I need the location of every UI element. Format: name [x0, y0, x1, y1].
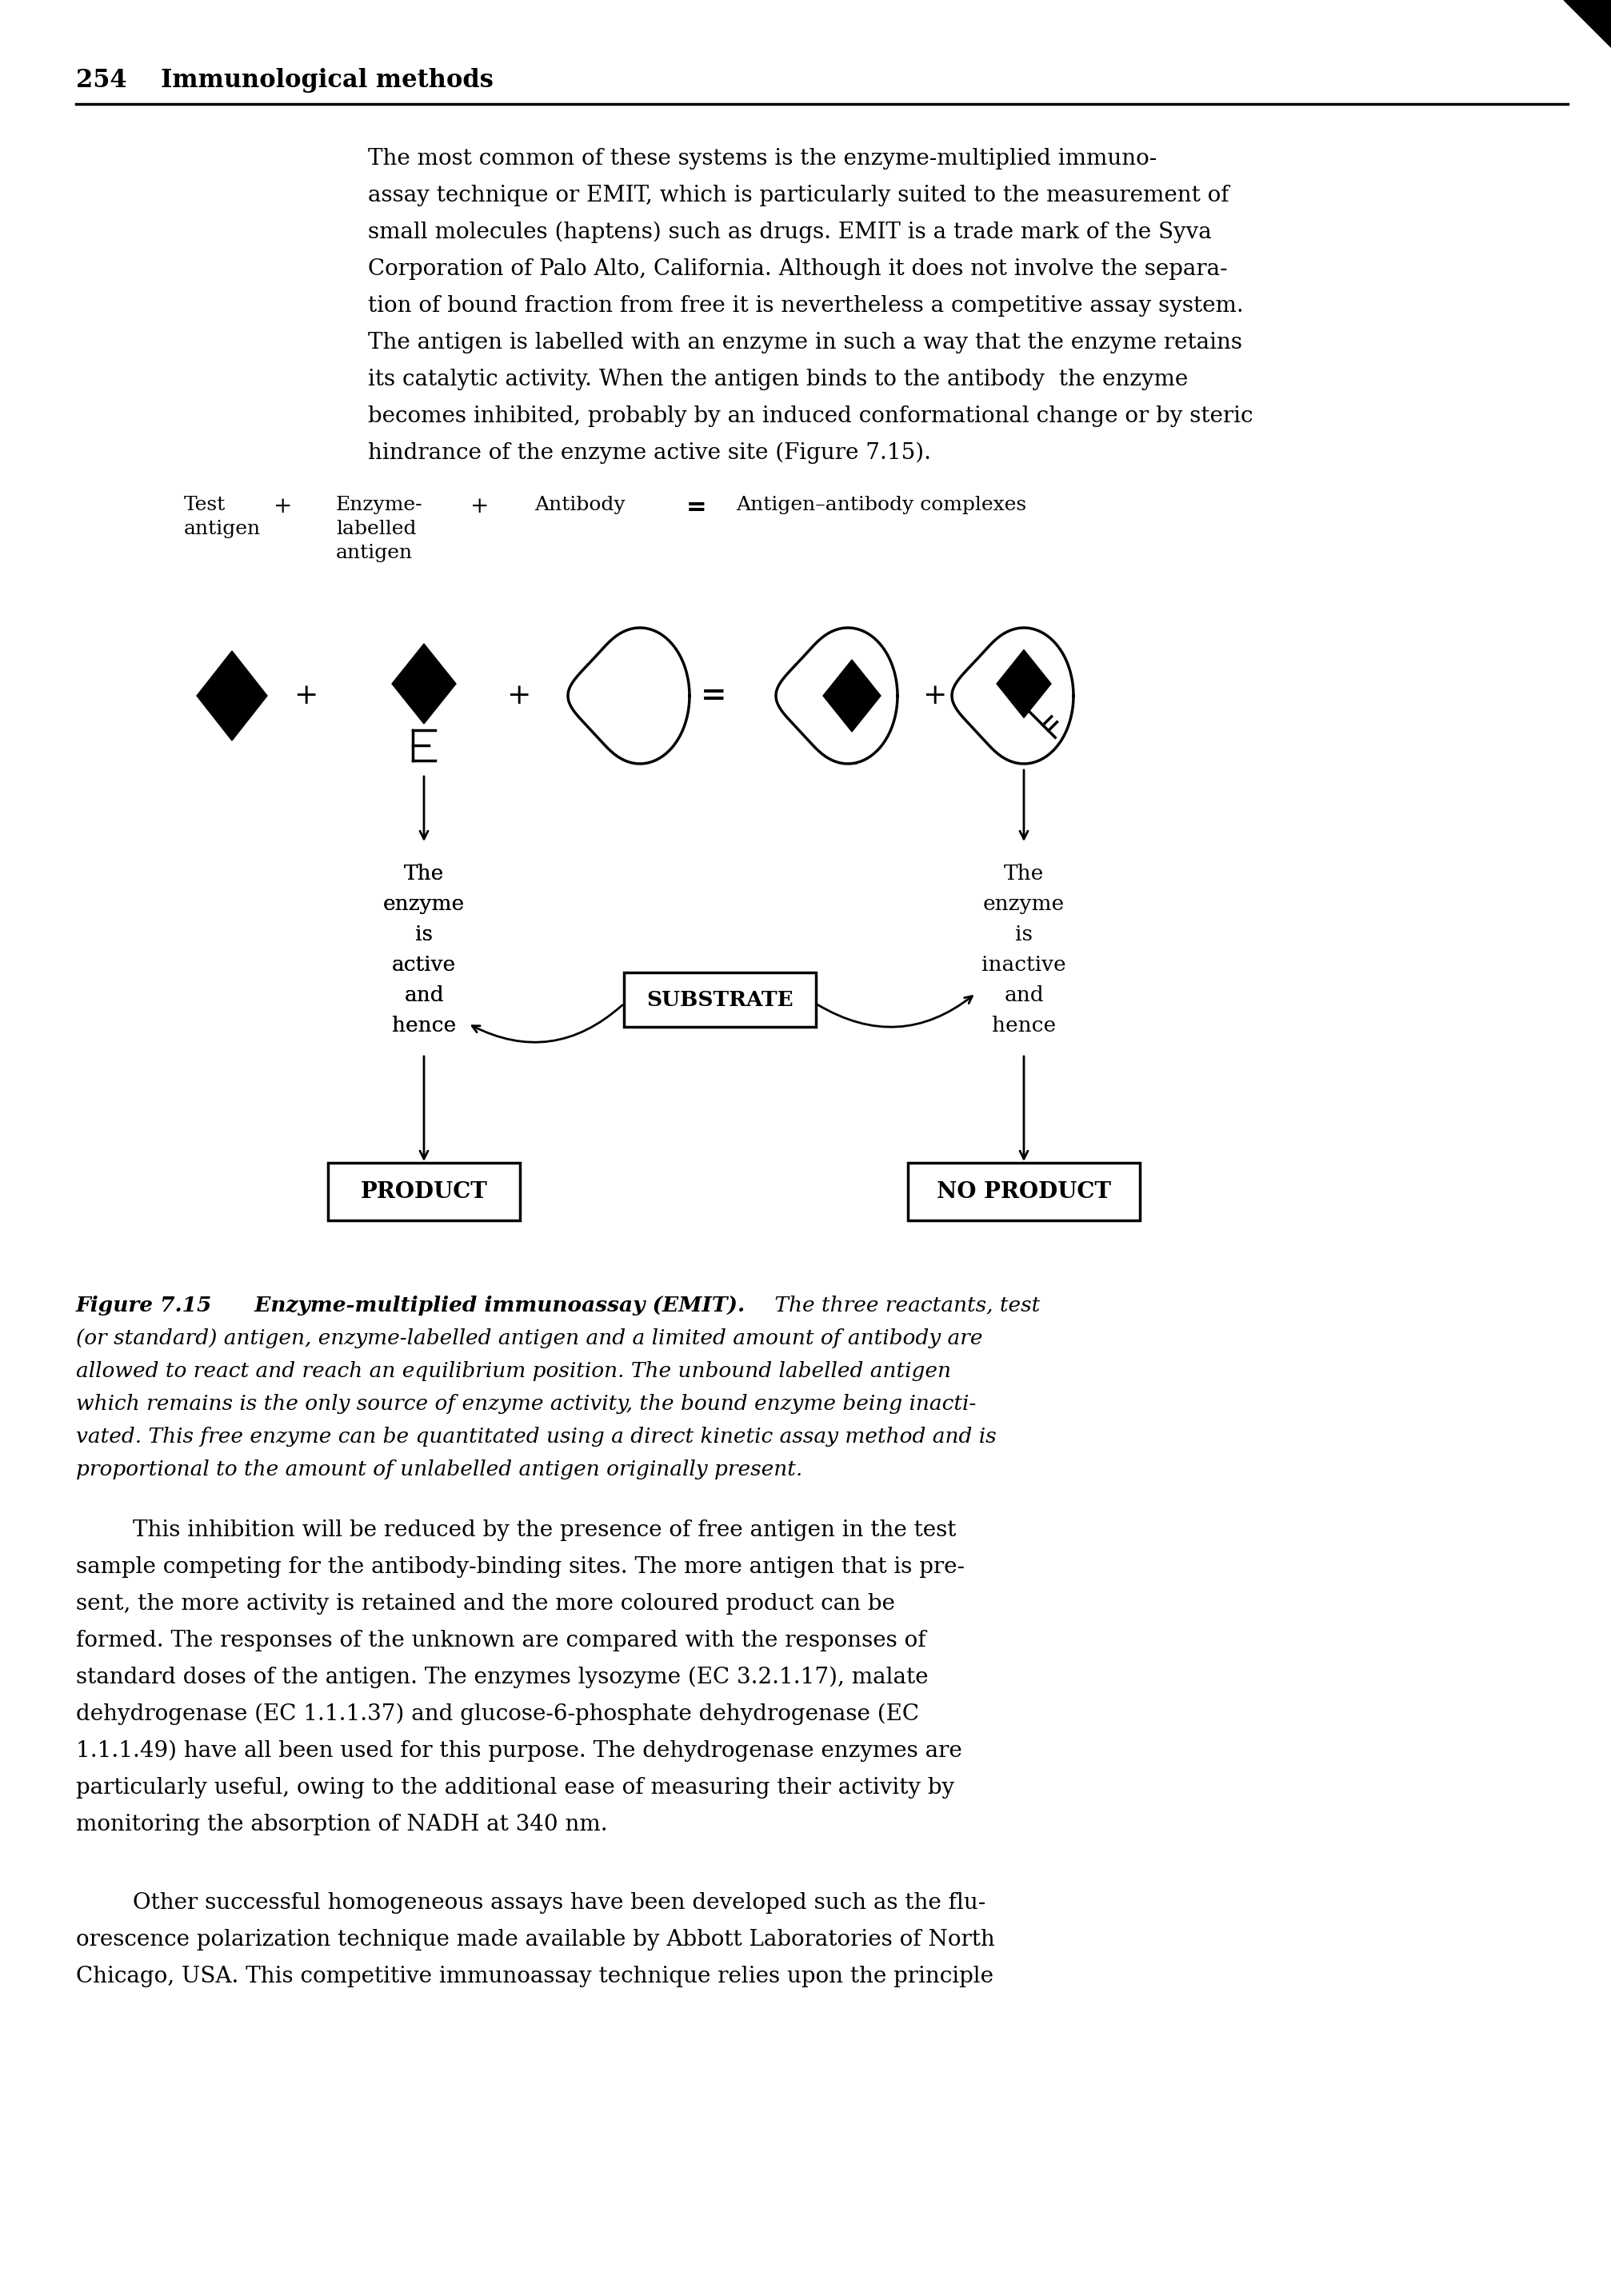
- Bar: [623, 974, 815, 1026]
- Text: Antibody: Antibody: [535, 496, 625, 514]
- Text: monitoring the absorption of NADH at 340 nm.: monitoring the absorption of NADH at 340…: [76, 1814, 607, 1835]
- Polygon shape: [197, 652, 267, 742]
- Text: and: and: [404, 985, 443, 1006]
- Text: which remains is the only source of enzyme activity, the bound enzyme being inac: which remains is the only source of enzy…: [76, 1394, 976, 1414]
- Text: becomes inhibited, probably by an induced conformational change or by steric: becomes inhibited, probably by an induce…: [367, 406, 1252, 427]
- Text: Enzyme-multiplied immunoassay (EMIT).: Enzyme-multiplied immunoassay (EMIT).: [240, 1295, 744, 1316]
- Text: sample competing for the antibody-binding sites. The more antigen that is pre-: sample competing for the antibody-bindin…: [76, 1557, 965, 1577]
- Text: Figure 7.15: Figure 7.15: [76, 1295, 213, 1316]
- Text: 254    Immunological methods: 254 Immunological methods: [76, 69, 493, 92]
- Text: labelled: labelled: [335, 519, 416, 537]
- Text: dehydrogenase (EC 1.1.1.37) and glucose-6-phosphate dehydrogenase (EC: dehydrogenase (EC 1.1.1.37) and glucose-…: [76, 1704, 918, 1724]
- Text: small molecules (haptens) such as drugs. EMIT is a trade mark of the Syva: small molecules (haptens) such as drugs.…: [367, 220, 1211, 243]
- Text: particularly useful, owing to the additional ease of measuring their activity by: particularly useful, owing to the additi…: [76, 1777, 954, 1798]
- Text: The three reactants, test: The three reactants, test: [767, 1295, 1039, 1316]
- Text: is: is: [416, 925, 432, 944]
- Text: +: +: [293, 682, 317, 709]
- Text: vated. This free enzyme can be quantitated using a direct kinetic assay method a: vated. This free enzyme can be quantitat…: [76, 1426, 996, 1446]
- Text: 1.1.1.49) have all been used for this purpose. The dehydrogenase enzymes are: 1.1.1.49) have all been used for this pu…: [76, 1740, 962, 1761]
- Text: enzyme: enzyme: [383, 893, 464, 914]
- Polygon shape: [1563, 0, 1611, 48]
- Text: The most common of these systems is the enzyme-multiplied immuno-: The most common of these systems is the …: [367, 147, 1157, 170]
- Text: is: is: [416, 925, 432, 944]
- Text: Other successful homogeneous assays have been developed such as the flu-: Other successful homogeneous assays have…: [76, 1892, 986, 1915]
- Text: hence: hence: [991, 1015, 1055, 1035]
- Text: allowed to react and reach an equilibrium position. The unbound labelled antigen: allowed to react and reach an equilibriu…: [76, 1362, 950, 1382]
- Text: sent, the more activity is retained and the more coloured product can be: sent, the more activity is retained and …: [76, 1593, 894, 1614]
- Polygon shape: [823, 659, 880, 732]
- Text: (or standard) antigen, enzyme-labelled antigen and a limited amount of antibody : (or standard) antigen, enzyme-labelled a…: [76, 1329, 983, 1348]
- Text: tion of bound fraction from free it is nevertheless a competitive assay system.: tion of bound fraction from free it is n…: [367, 296, 1244, 317]
- Text: is: is: [1015, 925, 1033, 944]
- Text: active: active: [391, 955, 456, 976]
- Text: Chicago, USA. This competitive immunoassay technique relies upon the principle: Chicago, USA. This competitive immunoass…: [76, 1965, 992, 1988]
- Polygon shape: [996, 650, 1050, 719]
- Text: Corporation of Palo Alto, California. Although it does not involve the separa-: Corporation of Palo Alto, California. Al…: [367, 259, 1228, 280]
- Text: Enzyme-: Enzyme-: [335, 496, 422, 514]
- Text: standard doses of the antigen. The enzymes lysozyme (EC 3.2.1.17), malate: standard doses of the antigen. The enzym…: [76, 1667, 928, 1688]
- Text: NO PRODUCT: NO PRODUCT: [936, 1180, 1110, 1203]
- Text: SUBSTRATE: SUBSTRATE: [646, 990, 793, 1010]
- Text: Antigen–antibody complexes: Antigen–antibody complexes: [736, 496, 1026, 514]
- Text: =: =: [701, 680, 727, 712]
- Text: +: +: [921, 682, 946, 709]
- Bar: [327, 1162, 520, 1221]
- Text: .: .: [852, 751, 859, 769]
- Text: hence: hence: [391, 1015, 456, 1035]
- Text: Test: Test: [184, 496, 226, 514]
- Bar: [907, 1162, 1139, 1221]
- Text: active: active: [391, 955, 456, 976]
- Text: PRODUCT: PRODUCT: [361, 1180, 487, 1203]
- Text: antigen: antigen: [335, 544, 412, 563]
- Text: its catalytic activity. When the antigen binds to the antibody  the enzyme: its catalytic activity. When the antigen…: [367, 370, 1187, 390]
- Polygon shape: [391, 643, 456, 723]
- Text: This inhibition will be reduced by the presence of free antigen in the test: This inhibition will be reduced by the p…: [76, 1520, 955, 1541]
- Text: inactive: inactive: [981, 955, 1065, 976]
- Text: The: The: [1004, 863, 1044, 884]
- Text: proportional to the amount of unlabelled antigen originally present.: proportional to the amount of unlabelled…: [76, 1460, 802, 1479]
- Text: =: =: [686, 496, 707, 521]
- Text: hindrance of the enzyme active site (Figure 7.15).: hindrance of the enzyme active site (Fig…: [367, 443, 931, 464]
- Text: and: and: [404, 985, 443, 1006]
- Text: +: +: [274, 496, 292, 517]
- Text: The: The: [404, 863, 443, 884]
- Text: orescence polarization technique made available by Abbott Laboratories of North: orescence polarization technique made av…: [76, 1929, 994, 1952]
- Text: enzyme: enzyme: [383, 893, 464, 914]
- Text: hence: hence: [391, 1015, 456, 1035]
- Text: assay technique or EMIT, which is particularly suited to the measurement of: assay technique or EMIT, which is partic…: [367, 184, 1229, 207]
- Text: The antigen is labelled with an enzyme in such a way that the enzyme retains: The antigen is labelled with an enzyme i…: [367, 333, 1242, 354]
- Text: formed. The responses of the unknown are compared with the responses of: formed. The responses of the unknown are…: [76, 1630, 926, 1651]
- Text: and: and: [1004, 985, 1044, 1006]
- Text: +: +: [470, 496, 488, 517]
- Text: +: +: [506, 682, 530, 709]
- Text: antigen: antigen: [184, 519, 261, 537]
- Text: enzyme: enzyme: [983, 893, 1065, 914]
- Text: The: The: [404, 863, 443, 884]
